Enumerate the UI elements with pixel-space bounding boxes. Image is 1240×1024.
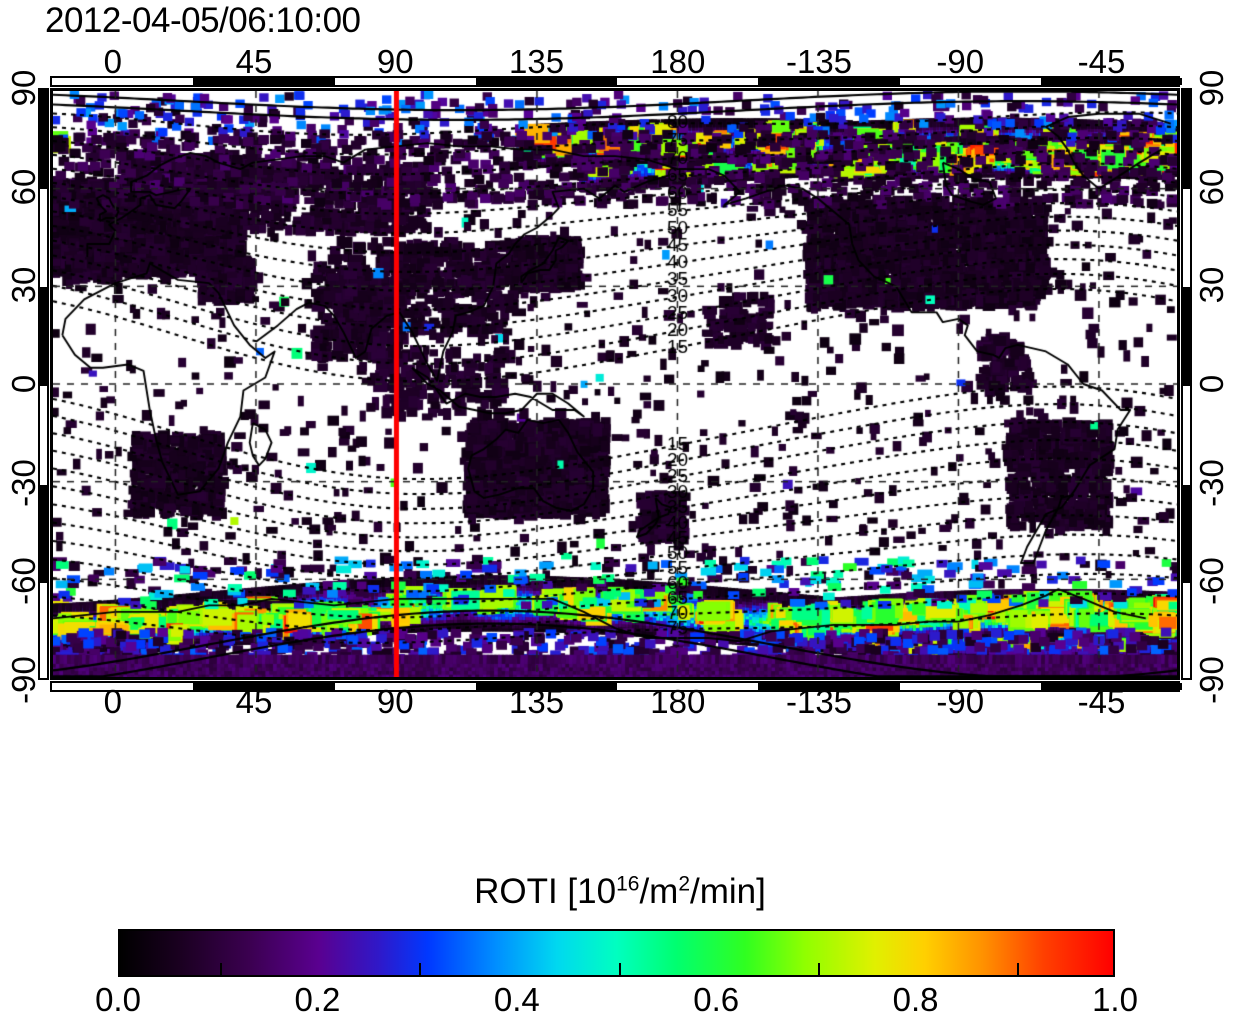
axis-tick-label: 135 — [508, 683, 565, 720]
top-axis-rail — [50, 76, 1182, 87]
colorbar-minor-tick — [618, 963, 621, 975]
axis-tick-label: 60 — [5, 168, 42, 206]
colorbar-gradient — [118, 929, 1115, 977]
right-axis-rail — [1181, 88, 1192, 680]
axis-tick-label: 45 — [235, 43, 273, 80]
colorbar-tick-label: 0.0 — [95, 981, 141, 1018]
top-axis-labels: 0 45 90 135 180 -135 -90 -45 — [0, 44, 1240, 80]
axis-tick-label: 90 — [376, 683, 414, 720]
colorbar-exponent: 16 — [616, 872, 640, 896]
axis-tick-label: -60 — [1193, 557, 1230, 606]
map-plot-area[interactable] — [50, 88, 1180, 680]
axis-tick-label: -90 — [5, 656, 42, 704]
axis-tick-label: 135 — [508, 43, 565, 80]
colorbar-label-part: ROTI [10 — [474, 872, 617, 911]
axis-tick-label: -30 — [1193, 458, 1230, 507]
colorbar-minor-tick — [219, 963, 222, 975]
axis-tick-label: 45 — [235, 683, 273, 720]
axis-tick-label: -30 — [5, 458, 42, 507]
left-axis-rail — [38, 88, 49, 680]
colorbar-tick-label: 1.0 — [1092, 981, 1138, 1018]
colorbar-minor-tick — [1017, 963, 1020, 975]
colorbar-label-part: /m — [639, 872, 679, 911]
axis-tick-label: -60 — [5, 557, 42, 606]
axis-tick-label: -90 — [1193, 656, 1230, 704]
colorbar-tick-label: 0.8 — [892, 981, 939, 1018]
figure-title: 2012-04-05/06:10:00 — [45, 1, 361, 40]
left-axis-labels: 90 60 30 0 -30 -60 -90 — [4, 0, 44, 1024]
colorbar-tick-label: 0.4 — [493, 981, 540, 1018]
axis-tick-label: 0 — [1193, 374, 1230, 394]
axis-tick-label: -90 — [936, 683, 985, 720]
bottom-axis-labels: 0 45 90 135 180 -135 -90 -45 — [0, 684, 1240, 720]
axis-tick-label: 90 — [376, 43, 414, 80]
axis-tick-label: 30 — [5, 266, 42, 304]
axis-tick-label: -90 — [936, 43, 985, 80]
axis-tick-label: 90 — [1193, 69, 1230, 107]
axis-tick-label: -135 — [785, 43, 853, 80]
right-axis-labels: 90 60 30 0 -30 -60 -90 — [1192, 0, 1232, 1024]
colorbar-exponent: 2 — [678, 872, 691, 896]
axis-tick-label: 60 — [1193, 168, 1230, 206]
axis-tick-label: 180 — [650, 43, 706, 80]
axis-tick-label: 0 — [5, 374, 42, 394]
axis-tick-label: 0 — [103, 43, 122, 80]
colorbar-tick-label: 0.6 — [693, 981, 740, 1018]
colorbar-tick-label: 0.2 — [294, 981, 341, 1018]
axis-tick-label: 180 — [650, 683, 706, 720]
bottom-axis-rail — [50, 681, 1182, 692]
axis-tick-label: 90 — [5, 69, 42, 107]
colorbar-tick-labels: 0.0 0.2 0.4 0.6 0.8 1.0 — [95, 981, 1138, 1022]
axis-tick-label: -45 — [1077, 683, 1126, 720]
colorbar-minor-tick — [817, 963, 820, 975]
colorbar-minor-tick — [419, 963, 422, 975]
roti-heatmap-canvas — [53, 91, 1177, 677]
axis-tick-label: 0 — [103, 683, 122, 720]
colorbar-title: ROTI [1016/m2/min] — [0, 872, 1240, 912]
axis-tick-label: -135 — [785, 683, 853, 720]
axis-tick-label: 30 — [1193, 266, 1230, 304]
colorbar-label-part: /min] — [690, 872, 766, 911]
axis-tick-label: -45 — [1077, 43, 1126, 80]
